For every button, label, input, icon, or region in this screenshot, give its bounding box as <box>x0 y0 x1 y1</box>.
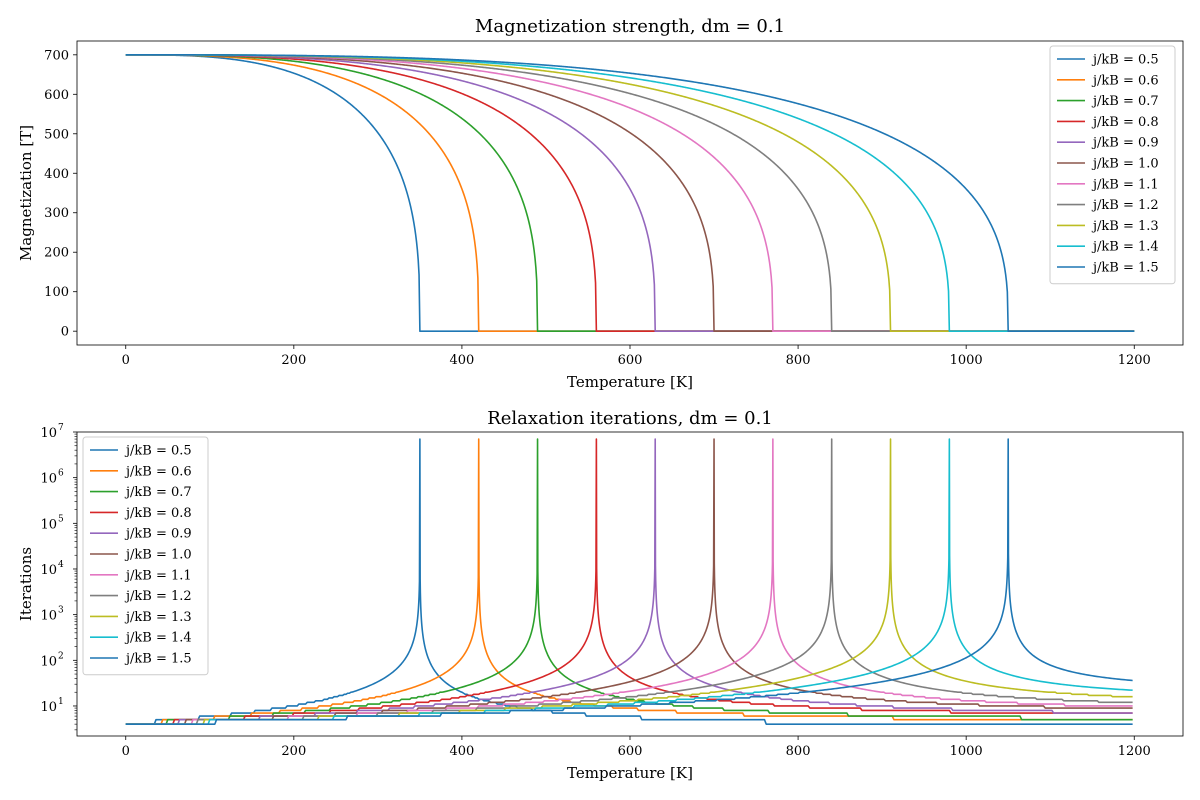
series-line <box>125 54 1135 332</box>
legend-label: j/kB = 0.6 <box>1091 73 1159 88</box>
legend-label: j/kB = 0.9 <box>1091 136 1159 151</box>
legend-label: j/kB = 0.8 <box>1091 115 1159 130</box>
series-line <box>125 54 1135 332</box>
plot-area <box>125 438 1133 725</box>
x-tick-label: 1000 <box>950 353 983 368</box>
legend-label: j/kB = 0.7 <box>1091 94 1159 109</box>
y-tick-exponent: 4 <box>58 560 64 570</box>
x-axis-label: Temperature [K] <box>567 373 693 391</box>
y-tick-exponent: 2 <box>58 651 64 661</box>
legend-label: j/kB = 1.1 <box>124 568 192 583</box>
iterations-chart: Relaxation iterations, dm = 0.1 Temperatu… <box>17 408 1184 782</box>
y-tick-label: 200 <box>44 246 69 261</box>
legend-label: j/kB = 0.5 <box>1091 53 1159 68</box>
x-tick-label: 0 <box>122 744 130 759</box>
legend-label: j/kB = 1.3 <box>124 610 192 625</box>
chart-title: Magnetization strength, dm = 0.1 <box>475 16 785 37</box>
legend-label: j/kB = 1.1 <box>1091 177 1159 192</box>
y-tick-label: 10 <box>40 517 57 532</box>
x-tick-label: 400 <box>450 744 475 759</box>
legend: j/kB = 0.5 j/kB = 0.6 j/kB = 0.7 j/kB = 0.8… <box>82 436 209 676</box>
x-tick-label: 1200 <box>1118 353 1151 368</box>
series-line <box>125 438 1133 725</box>
legend-label: j/kB = 1.2 <box>1091 198 1159 213</box>
legend-label: j/kB = 0.7 <box>124 485 192 500</box>
y-tick-exponent: 3 <box>58 606 64 616</box>
y-tick-label: 10 <box>40 472 57 487</box>
series-line <box>125 54 1135 332</box>
y-tick-label: 300 <box>44 206 69 221</box>
series-line <box>125 54 1135 332</box>
legend-label: j/kB = 0.8 <box>124 506 192 521</box>
y-tick-label: 0 <box>61 325 69 340</box>
axes-frame <box>76 431 1184 737</box>
chart-title: Relaxation iterations, dm = 0.1 <box>487 408 773 429</box>
legend-label: j/kB = 1.5 <box>1091 261 1159 276</box>
series-line <box>125 54 1135 332</box>
series-line <box>125 438 1133 725</box>
y-tick-exponent: 5 <box>58 514 64 524</box>
y-tick-exponent: 7 <box>58 423 64 433</box>
plot-area <box>125 54 1135 332</box>
legend-label: j/kB = 1.3 <box>1091 219 1159 234</box>
x-tick-label: 1000 <box>950 744 983 759</box>
series-line <box>125 54 1135 332</box>
legend-label: j/kB = 1.2 <box>124 589 192 604</box>
legend-label: j/kB = 1.4 <box>1091 240 1159 255</box>
series-line <box>125 438 1133 725</box>
x-tick-label: 600 <box>618 353 643 368</box>
y-axis-label: Iterations <box>17 547 35 621</box>
series-line <box>125 54 1135 332</box>
y-tick-label: 10 <box>40 426 57 441</box>
y-tick-exponent: 1 <box>58 697 64 707</box>
x-tick-label: 200 <box>281 744 306 759</box>
y-tick-label: 10 <box>40 609 57 624</box>
y-tick-label: 10 <box>40 700 57 715</box>
y-tick-label: 700 <box>44 48 69 63</box>
legend-label: j/kB = 0.5 <box>124 444 192 459</box>
x-tick-label: 1200 <box>1118 744 1151 759</box>
series-line <box>125 438 1133 725</box>
y-axis-label: Magnetization [T] <box>17 125 35 261</box>
y-tick-label: 100 <box>44 285 69 300</box>
axes-frame <box>76 40 1184 346</box>
x-tick-label: 800 <box>786 353 811 368</box>
y-tick-label: 500 <box>44 127 69 142</box>
y-tick-label: 10 <box>40 563 57 578</box>
magnetization-chart: Magnetization strength, dm = 0.1 Temperat… <box>17 16 1184 391</box>
y-tick-exponent: 6 <box>58 469 64 479</box>
legend-label: j/kB = 1.0 <box>124 548 192 563</box>
legend-label: j/kB = 0.9 <box>124 527 192 542</box>
y-tick-label: 600 <box>44 88 69 103</box>
x-tick-label: 0 <box>122 353 130 368</box>
legend-label: j/kB = 0.6 <box>124 464 192 479</box>
legend-frame <box>82 436 209 676</box>
x-tick-label: 200 <box>281 353 306 368</box>
legend-frame <box>1049 45 1176 285</box>
legend-label: j/kB = 1.0 <box>1091 157 1159 172</box>
legend: j/kB = 0.5 j/kB = 0.6 j/kB = 0.7 j/kB = 0.8… <box>1049 45 1176 285</box>
y-tick-label: 10 <box>40 654 57 669</box>
x-axis-label: Temperature [K] <box>567 764 693 782</box>
series-line <box>125 54 1135 332</box>
series-line <box>125 438 1133 725</box>
series-line <box>125 54 1135 332</box>
legend-label: j/kB = 1.4 <box>124 631 192 646</box>
x-tick-label: 400 <box>450 353 475 368</box>
series-line <box>125 54 1135 332</box>
y-tick-label: 400 <box>44 167 69 182</box>
x-tick-label: 600 <box>618 744 643 759</box>
series-line <box>125 54 1135 332</box>
series-line <box>125 438 1133 725</box>
x-tick-label: 800 <box>786 744 811 759</box>
legend-label: j/kB = 1.5 <box>124 652 192 667</box>
